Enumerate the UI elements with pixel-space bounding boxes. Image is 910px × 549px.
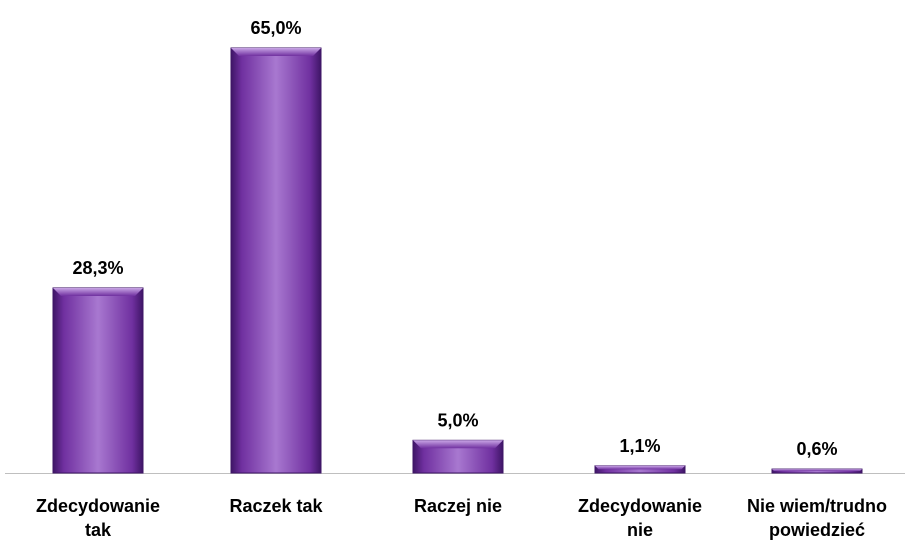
category-label: Raczek tak: [229, 496, 323, 516]
bar: [52, 287, 144, 474]
value-labels-layer: 28,3% 65,0% 5,0% 1,1% 0,6%: [72, 18, 837, 459]
bar-body: [230, 47, 322, 474]
category-label-line: Zdecydowanie: [578, 496, 702, 516]
category-label: Raczej nie: [414, 496, 502, 516]
category-label: Zdecydowanie tak: [36, 496, 160, 540]
bar-top-bevel: [413, 440, 503, 449]
data-label: 1,1%: [619, 436, 660, 456]
category-label-line: Raczek tak: [229, 496, 323, 516]
category-label: Zdecydowanie nie: [578, 496, 702, 540]
bar-top-bevel: [595, 465, 685, 470]
category-label-line: nie: [627, 520, 653, 540]
category-labels-layer: Zdecydowanie tak Raczek tak Raczej nie Zdecy…: [36, 496, 887, 540]
bar: [594, 465, 686, 474]
data-label: 0,6%: [796, 439, 837, 459]
category-label-line: Raczej nie: [414, 496, 502, 516]
category-label-line: tak: [85, 520, 112, 540]
data-label: 65,0%: [250, 18, 301, 38]
bar: [412, 439, 504, 474]
bar-body: [52, 287, 144, 474]
category-label-line: Nie wiem/trudno: [747, 496, 887, 516]
data-label: 28,3%: [72, 258, 123, 278]
category-label-line: Zdecydowanie: [36, 496, 160, 516]
category-label-line: powiedzieć: [769, 520, 865, 540]
data-label: 5,0%: [437, 410, 478, 430]
bar-top-bevel: [231, 48, 321, 56]
bar-top-bevel: [772, 469, 862, 472]
bar: [230, 47, 322, 474]
bar: [771, 468, 863, 474]
bars-layer: [52, 47, 863, 474]
bar-top-bevel: [53, 287, 143, 296]
category-label: Nie wiem/trudno powiedzieć: [747, 496, 887, 540]
